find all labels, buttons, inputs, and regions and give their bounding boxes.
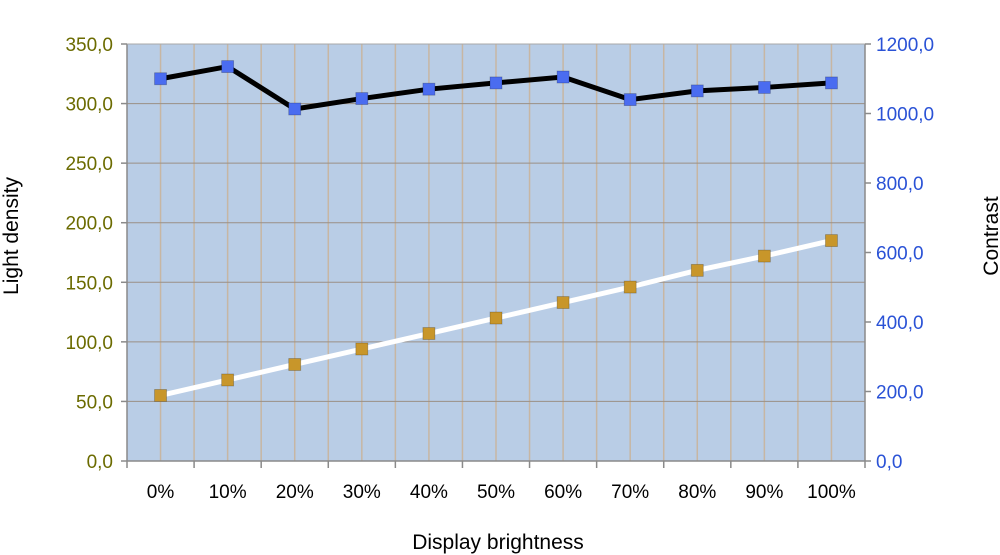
- left-tick-label: 250,0: [65, 154, 113, 175]
- x-tick-label: 90%: [745, 482, 783, 503]
- x-tick-label: 30%: [343, 482, 381, 503]
- axes: [126, 43, 866, 468]
- right-tick-label: 200,0: [876, 383, 924, 404]
- right-tick-label: 600,0: [876, 244, 924, 265]
- data-point: [690, 263, 704, 277]
- data-point: [690, 84, 704, 98]
- right-tick-label: 1000,0: [876, 105, 934, 126]
- data-point: [422, 82, 436, 96]
- data-point: [757, 81, 771, 94]
- right-axis-ticks: 0,0 200,0 400,0 600,0 800,0 1000,0 1200,0: [865, 35, 934, 473]
- x-tick-label: 40%: [410, 482, 448, 503]
- left-tick-label: 200,0: [65, 214, 113, 235]
- series-layer: [154, 60, 838, 402]
- x-axis-ticks: 0% 10% 20% 30% 40% 50% 60% 70% 80% 90% 100%: [147, 482, 856, 503]
- data-point: [422, 327, 436, 340]
- data-point: [825, 234, 838, 247]
- data-point: [825, 76, 838, 90]
- x-tick-label: 70%: [611, 482, 649, 503]
- left-tick-label: 350,0: [65, 35, 113, 56]
- right-tick-label: 800,0: [876, 174, 924, 195]
- left-tick-label: 300,0: [65, 95, 113, 116]
- left-tick-label: 150,0: [65, 273, 113, 294]
- data-point: [623, 280, 637, 294]
- x-tick-label: 0%: [147, 482, 175, 503]
- data-point: [757, 249, 771, 263]
- right-axis-title: Contrast: [980, 196, 1000, 276]
- data-point: [489, 311, 503, 325]
- data-point: [154, 72, 167, 86]
- x-tick-label: 80%: [678, 482, 716, 503]
- series-2: [154, 60, 838, 116]
- x-tick-label: 100%: [807, 482, 856, 503]
- data-point: [355, 92, 369, 105]
- x-tick-label: 10%: [209, 482, 247, 503]
- series-1: [154, 234, 838, 402]
- left-tick-label: 100,0: [65, 333, 113, 354]
- data-point: [154, 389, 167, 402]
- x-tick-label: 60%: [544, 482, 582, 503]
- data-point: [489, 76, 503, 90]
- gridlines: [127, 44, 865, 461]
- left-axis-title: Light density: [0, 177, 23, 295]
- right-tick-label: 400,0: [876, 313, 924, 334]
- data-point: [355, 342, 369, 356]
- data-point: [288, 102, 302, 116]
- x-tick-label: 20%: [276, 482, 314, 503]
- data-point: [556, 70, 570, 84]
- data-point: [623, 93, 637, 106]
- right-tick-label: 0,0: [876, 452, 902, 473]
- right-tick-label: 1200,0: [876, 35, 934, 56]
- x-axis-title: Display brightness: [412, 531, 584, 554]
- left-axis-ticks: 0,0 50,0 100,0 150,0 200,0 250,0 300,0 350,0: [65, 35, 127, 473]
- data-point: [288, 358, 302, 371]
- x-tick-label: 50%: [477, 482, 515, 503]
- left-tick-label: 0,0: [87, 452, 113, 473]
- data-point: [556, 296, 570, 309]
- data-point: [221, 373, 235, 387]
- left-tick-label: 50,0: [76, 392, 113, 413]
- data-point: [221, 60, 235, 73]
